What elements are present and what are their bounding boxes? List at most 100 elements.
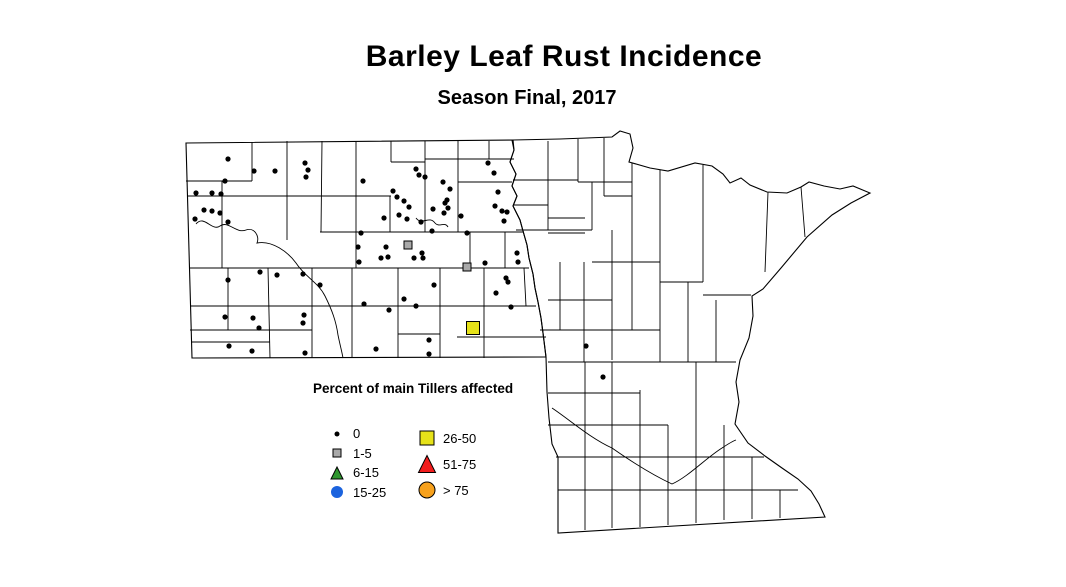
legend-item-label: 1-5 (353, 445, 372, 461)
map-marker-0 (440, 179, 446, 185)
map-marker-0 (209, 208, 215, 214)
map-marker-0 (225, 156, 231, 162)
map-marker-0 (515, 259, 521, 265)
map-marker-0 (209, 190, 215, 196)
map-marker-0 (355, 244, 361, 250)
map-marker-1-5 (403, 240, 413, 250)
legend-item-label: 51-75 (443, 456, 477, 472)
legend-item-label: > 75 (443, 482, 469, 498)
map-marker-0 (193, 190, 199, 196)
map-marker-0 (394, 194, 400, 200)
map-marker-0 (274, 272, 280, 278)
map-marker-0 (508, 304, 514, 310)
map-marker-0 (272, 168, 278, 174)
map-marker-0 (225, 219, 231, 225)
map-marker-0 (218, 191, 224, 197)
map-marker-26-50 (466, 321, 480, 335)
legend-item: 0 (326, 424, 386, 444)
legend-square-icon (416, 427, 438, 449)
map-marker-0 (401, 296, 407, 302)
map-marker-0 (396, 212, 402, 218)
map-marker-0 (251, 168, 257, 174)
map-marker-0 (305, 167, 311, 173)
map-marker-0 (378, 255, 384, 261)
map-marker-0 (431, 282, 437, 288)
map-marker-0 (426, 351, 432, 357)
map-marker-0 (411, 255, 417, 261)
legend-triangle-icon (416, 453, 438, 475)
page-subtitle: Season Final, 2017 (437, 87, 617, 109)
legend-circle-icon (326, 481, 348, 503)
map-marker-0 (222, 314, 228, 320)
map-marker-0 (426, 337, 432, 343)
map-marker-0 (381, 215, 387, 221)
map-marker-0 (217, 210, 223, 216)
map-marker-0 (406, 204, 412, 210)
map-marker-0 (302, 160, 308, 166)
map-marker-0 (201, 207, 207, 213)
map-marker-0 (385, 254, 391, 260)
legend-column-left: 0 1-5 6-15 15-25 (326, 424, 386, 502)
legend-title: Percent of main Tillers affected (313, 381, 514, 396)
legend-item: > 75 (416, 477, 476, 503)
map-marker-0 (600, 374, 606, 380)
map-marker-0 (373, 346, 379, 352)
map-marker-1-5 (462, 262, 472, 272)
map-marker-0 (225, 277, 231, 283)
map-marker-0 (419, 250, 425, 256)
map-marker-0 (458, 213, 464, 219)
map-marker-0 (390, 188, 396, 194)
legend-item: 51-75 (416, 451, 476, 477)
map-marker-0 (404, 216, 410, 222)
map-marker-0 (491, 170, 497, 176)
map-marker-0 (250, 315, 256, 321)
map-marker-0 (429, 228, 435, 234)
map-marker-0 (383, 244, 389, 250)
map-marker-0 (482, 260, 488, 266)
map-marker-0 (492, 203, 498, 209)
map-marker-0 (464, 230, 470, 236)
map-marker-0 (249, 348, 255, 354)
legend-item-label: 6-15 (353, 465, 380, 481)
map-marker-0 (418, 219, 424, 225)
legend-circle-icon (416, 479, 438, 501)
map-marker-0 (485, 160, 491, 166)
map-marker-0 (583, 343, 589, 349)
map-marker-0 (301, 312, 307, 318)
map-marker-0 (430, 206, 436, 212)
county-lines-minnesota (513, 138, 806, 530)
map-marker-0 (422, 174, 428, 180)
legend-item-label: 26-50 (443, 430, 477, 446)
legend-item-label: 0 (353, 426, 361, 442)
legend-square-icon (326, 442, 348, 464)
map-marker-0 (256, 325, 262, 331)
map-marker-0 (356, 259, 362, 265)
map-marker-0 (303, 174, 309, 180)
map-marker-0 (413, 303, 419, 309)
map-marker-0 (226, 343, 232, 349)
map-marker-0 (317, 282, 323, 288)
legend-item: 6-15 (326, 463, 386, 483)
map-marker-0 (514, 250, 520, 256)
map-marker-0 (300, 271, 306, 277)
map-marker-0 (445, 205, 451, 211)
map-marker-0 (495, 189, 501, 195)
map-marker-0 (386, 307, 392, 313)
legend-item-label: 15-25 (353, 484, 387, 500)
map-marker-0 (501, 218, 507, 224)
map-marker-0 (504, 209, 510, 215)
map-marker-0 (192, 216, 198, 222)
map-marker-0 (441, 210, 447, 216)
legend-item: 1-5 (326, 444, 386, 464)
map-marker-0 (413, 166, 419, 172)
map-marker-0 (420, 255, 426, 261)
map-marker-0 (493, 290, 499, 296)
map-marker-0 (302, 350, 308, 356)
map-marker-0 (401, 198, 407, 204)
legend-dot-icon (326, 423, 348, 445)
state-outline-minnesota (509, 130, 872, 534)
legend-item: 26-50 (416, 425, 476, 451)
page-title: Barley Leaf Rust Incidence (365, 40, 763, 73)
map-marker-0 (257, 269, 263, 275)
